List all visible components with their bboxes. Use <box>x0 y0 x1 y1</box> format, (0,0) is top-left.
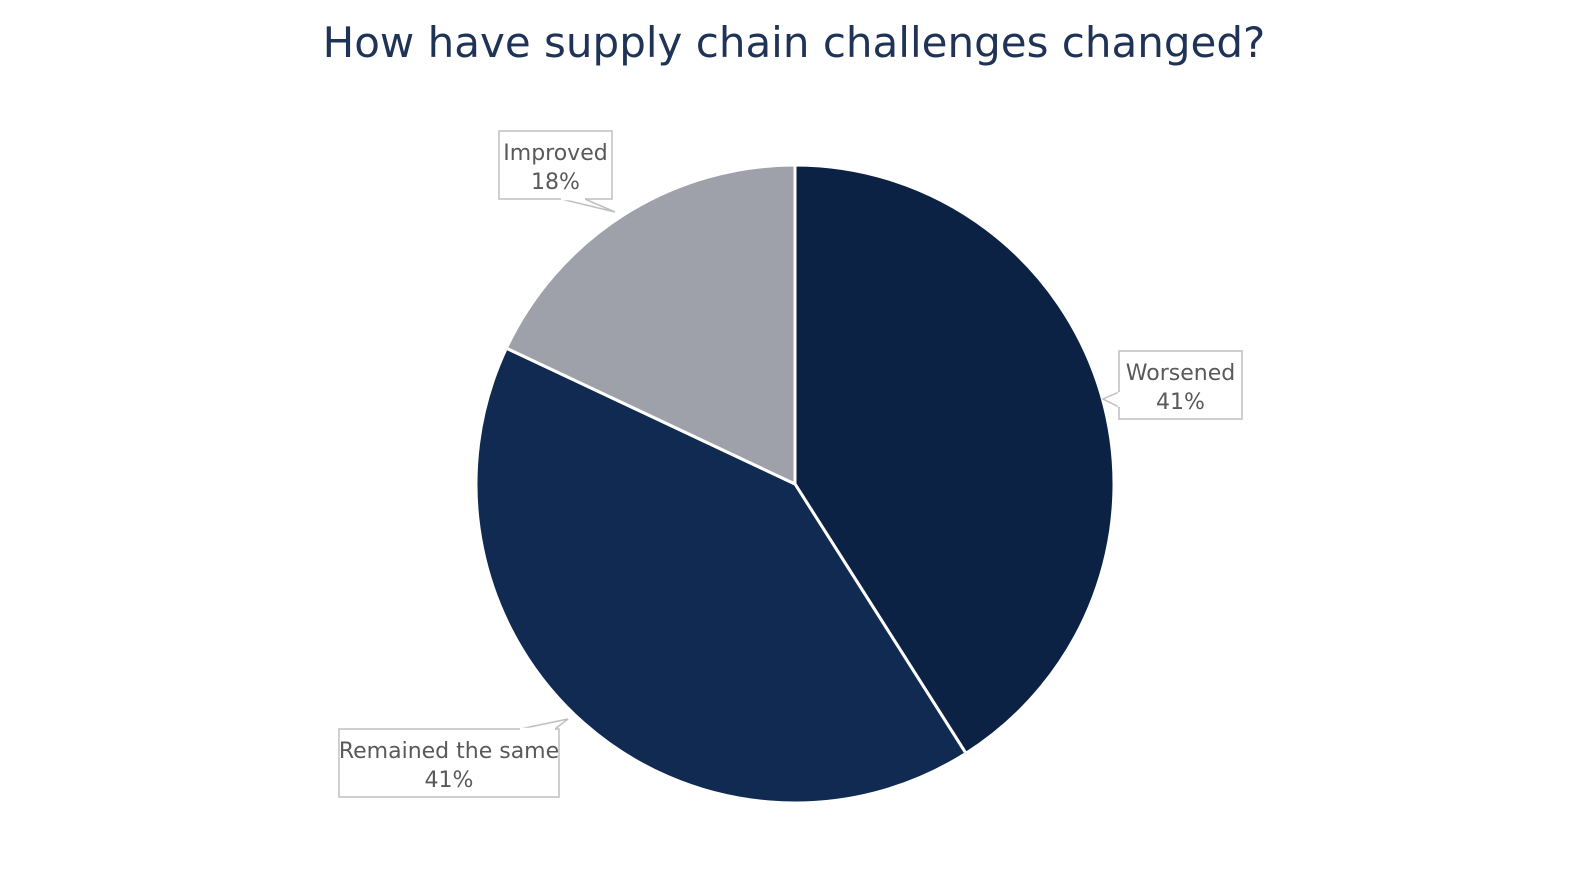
pie-slice-remained-the-same <box>474 346 968 805</box>
callout-pointer <box>560 198 616 213</box>
data-label-improved: Improved 18% <box>498 130 616 213</box>
data-label-worsened: Worsened 41% <box>1101 350 1243 420</box>
slice-category-label: Improved <box>503 141 607 166</box>
data-label-remained-the-same: Remained the same 41% <box>338 718 569 798</box>
slice-category-label: Worsened <box>1126 361 1235 386</box>
callout-box <box>338 728 560 798</box>
pie-slice-improved <box>504 163 797 486</box>
pie-slices <box>474 163 1116 805</box>
chart-title: How have supply chain challenges changed… <box>322 18 1266 67</box>
slice-category-label: Remained the same <box>339 739 559 764</box>
pie-callouts: Worsened 41% Remained the same 41% Improved 1… <box>338 130 1243 798</box>
slice-value-label: 41% <box>1156 390 1205 415</box>
slice-value-label: 18% <box>531 170 580 195</box>
pie-slice-worsened <box>793 163 1116 755</box>
callout-box <box>498 130 613 200</box>
slice-value-label: 41% <box>425 768 474 793</box>
callout-box <box>1118 350 1243 420</box>
callout-pointer <box>519 718 569 730</box>
